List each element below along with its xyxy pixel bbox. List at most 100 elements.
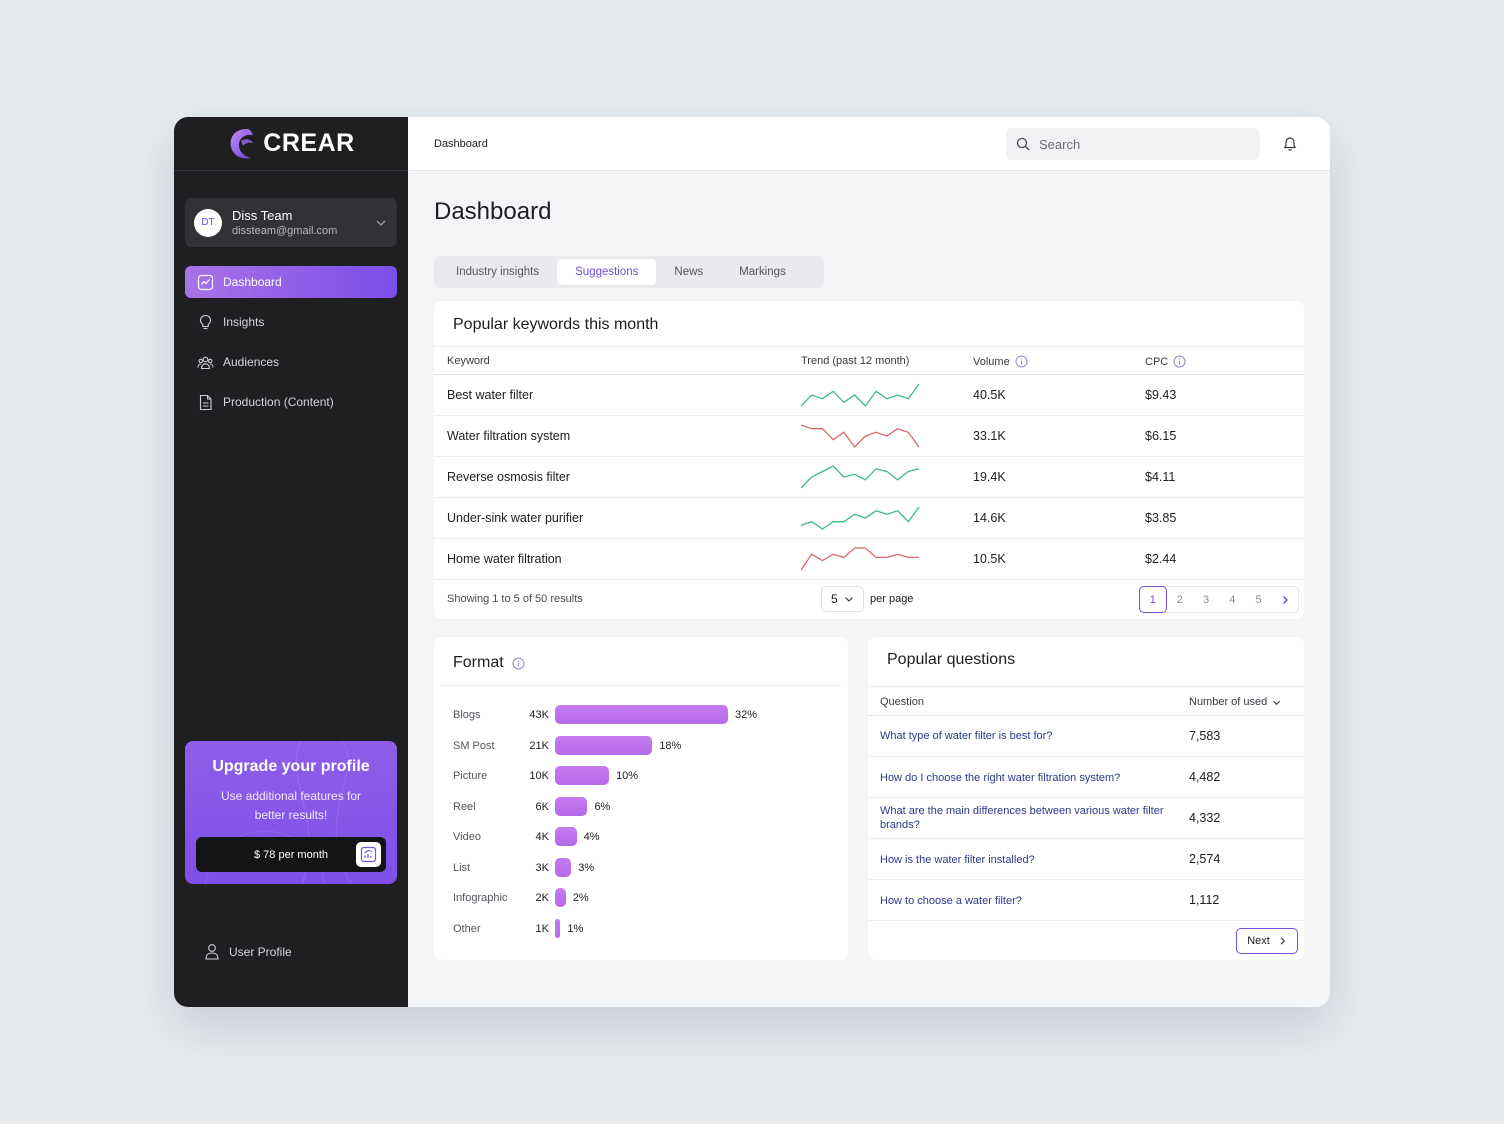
upgrade-price-label: $ 78 per month <box>254 848 328 861</box>
trend-sparkline <box>800 383 920 407</box>
lightbulb-icon <box>199 314 212 329</box>
page-button-4[interactable]: 4 <box>1229 593 1236 606</box>
question-link[interactable]: How is the water filter installed? <box>880 854 1035 866</box>
account-switcher[interactable]: DT Diss Team dissteam@gmail.com <box>185 198 397 247</box>
format-label: Blogs <box>453 709 481 721</box>
sidebar-nav: Dashboard Insights Audiences Production … <box>185 266 397 426</box>
popular-keywords-card: Popular keywords this month Keyword Tren… <box>434 301 1304 619</box>
format-label: Picture <box>453 770 488 782</box>
table-row[interactable]: Home water filtration 10.5K $2.44 <box>434 539 1304 580</box>
tab-suggestions[interactable]: Suggestions <box>557 259 657 285</box>
format-bar <box>555 766 610 785</box>
topbar: Dashboard <box>408 117 1330 171</box>
column-keyword[interactable]: Keyword <box>447 355 490 367</box>
column-volume[interactable]: Volume <box>973 355 1028 368</box>
sidebar-item-insights[interactable]: Insights <box>185 306 397 338</box>
column-volume-label: Volume <box>973 355 1010 368</box>
format-value: 43K <box>529 709 549 721</box>
format-title: Format <box>453 654 504 671</box>
question-link[interactable]: What are the main differences between va… <box>880 805 1164 831</box>
breadcrumb[interactable]: Dashboard <box>434 138 488 150</box>
sidebar-item-label: Audiences <box>223 355 280 369</box>
question-link[interactable]: How to choose a water filter? <box>880 895 1022 907</box>
upgrade-price-button[interactable]: $ 78 per month <box>196 837 386 872</box>
growth-chart-icon <box>356 842 381 867</box>
search-box[interactable] <box>1006 128 1260 160</box>
brand[interactable]: CREAR <box>174 117 408 171</box>
keywords-table-footer: Showing 1 to 5 of 50 results 5 per page … <box>434 580 1304 619</box>
format-row: Video 4K 4% <box>434 827 848 847</box>
bell-icon[interactable] <box>1282 136 1298 152</box>
table-row[interactable]: Under-sink water purifier 14.6K $3.85 <box>434 498 1304 539</box>
format-bar <box>555 918 561 938</box>
format-bar <box>555 735 653 755</box>
format-value: 1K <box>535 922 549 935</box>
keyword-cell: Reverse osmosis filter <box>447 470 570 484</box>
upgrade-card: Upgrade your profile Use additional feat… <box>185 741 397 884</box>
format-value: 2K <box>535 892 549 904</box>
format-row: Infographic 2K 2% <box>434 888 848 908</box>
sidebar-item-dashboard[interactable]: Dashboard <box>185 266 397 298</box>
format-label: SM Post <box>453 739 495 752</box>
page-button-2[interactable]: 2 <box>1176 593 1183 606</box>
tab-news[interactable]: News <box>674 266 704 278</box>
format-value: 4K <box>535 831 549 843</box>
trend-sparkline <box>800 465 920 489</box>
format-percent: 3% <box>578 861 595 874</box>
user-profile-link[interactable]: User Profile <box>204 943 292 960</box>
column-trend[interactable]: Trend (past 12 month) <box>801 355 909 367</box>
avatar: DT <box>194 208 222 237</box>
format-row: Other 1K 1% <box>434 918 848 939</box>
question-link[interactable]: How do I choose the right water filtrati… <box>880 772 1121 784</box>
search-input[interactable] <box>1039 136 1239 152</box>
table-row[interactable]: How to choose a water filter? 1,112 <box>868 880 1304 921</box>
format-value: 6K <box>535 800 549 813</box>
page-button-3[interactable]: 3 <box>1203 593 1210 606</box>
column-cpc-label: CPC <box>1145 355 1169 368</box>
question-link[interactable]: What type of water filter is best for? <box>880 730 1053 742</box>
format-label: List <box>453 861 471 874</box>
table-row[interactable]: How is the water filter installed? 2,574 <box>868 839 1304 880</box>
info-icon[interactable] <box>1015 355 1028 368</box>
table-row[interactable]: Best water filter 40.5K $9.43 <box>434 375 1304 416</box>
format-label: Video <box>453 831 481 843</box>
info-icon[interactable] <box>1173 355 1186 368</box>
format-row: List 3K 3% <box>434 857 848 878</box>
sidebar-item-production[interactable]: Production (Content) <box>185 386 397 418</box>
per-page-select[interactable]: 5 <box>821 586 864 612</box>
tab-markings[interactable]: Markings <box>739 266 786 278</box>
tab-industry-insights[interactable]: Industry insights <box>456 266 540 278</box>
table-row[interactable]: What are the main differences between va… <box>868 798 1304 839</box>
column-number-of-used[interactable]: Number of used <box>1189 696 1281 708</box>
table-row[interactable]: Reverse osmosis filter 19.4K $4.11 <box>434 457 1304 498</box>
keywords-table-header: Keyword Trend (past 12 month) Volume CPC <box>434 346 1304 375</box>
page-button-5[interactable]: 5 <box>1255 593 1262 606</box>
next-page-button[interactable] <box>1272 587 1298 612</box>
column-question[interactable]: Question <box>880 696 925 708</box>
volume-cell: 10.5K <box>973 552 1006 566</box>
divider <box>440 685 842 686</box>
trend-sparkline <box>800 547 919 571</box>
page-button-1[interactable]: 1 <box>1139 586 1167 613</box>
column-cpc[interactable]: CPC <box>1145 355 1186 368</box>
next-button[interactable]: Next <box>1236 928 1298 954</box>
column-keyword-label: Keyword <box>447 355 490 367</box>
trend-line <box>800 424 920 448</box>
trend-sparkline <box>800 424 920 448</box>
pagination: 1 2 3 4 5 <box>1139 586 1299 613</box>
format-percent: 6% <box>594 800 611 813</box>
format-label: Infographic <box>453 892 508 904</box>
table-row[interactable]: How do I choose the right water filtrati… <box>868 757 1304 798</box>
table-row[interactable]: What type of water filter is best for? 7… <box>868 716 1304 757</box>
format-value: 21K <box>529 739 549 752</box>
volume-cell: 33.1K <box>973 429 1006 443</box>
sidebar-item-audiences[interactable]: Audiences <box>185 346 397 378</box>
page-title: Dashboard <box>434 198 552 225</box>
keyword-cell: Water filtration system <box>447 429 571 443</box>
per-page-value: 5 <box>831 592 838 606</box>
format-percent: 1% <box>567 922 584 935</box>
info-icon[interactable] <box>512 657 525 670</box>
table-row[interactable]: Water filtration system 33.1K $6.15 <box>434 416 1304 457</box>
format-bar <box>555 705 728 724</box>
format-label: Other <box>453 922 481 935</box>
